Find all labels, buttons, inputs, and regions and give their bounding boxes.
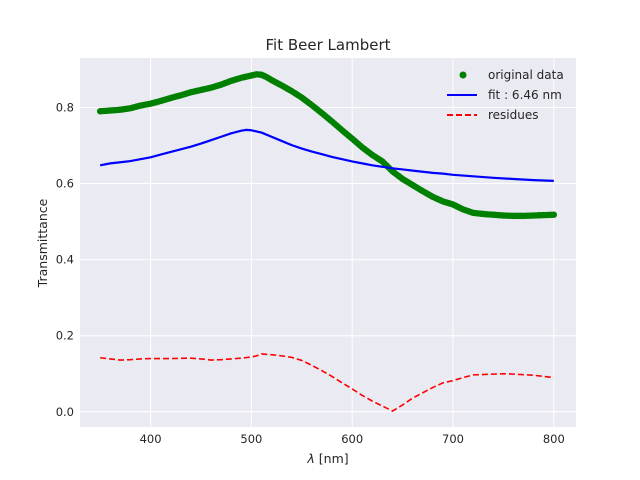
series-layer	[96, 71, 558, 412]
grid-lines	[80, 58, 576, 427]
x-tick-label: 700	[442, 432, 464, 446]
legend-label-fit: fit : 6.46 nm	[488, 88, 562, 102]
x-tick-label: 400	[140, 432, 162, 446]
x-tick-label: 600	[341, 432, 363, 446]
x-axis-symbol: λ	[306, 451, 314, 466]
legend-label-residues: residues	[488, 108, 539, 122]
y-tick-label: 0.8	[56, 100, 74, 114]
legend-marker-original-data	[459, 71, 467, 79]
series-line-fit-6-46-nm	[99, 128, 554, 182]
y-tick-label: 0.4	[56, 253, 74, 267]
x-axis-title: λ [nm]	[306, 451, 348, 466]
x-tick-label: 500	[240, 432, 262, 446]
legend-label-original-data: original data	[488, 68, 564, 82]
y-axis-title: Transmittance	[35, 198, 50, 288]
y-tick-label: 0.6	[56, 177, 74, 191]
data-point-original-data	[550, 211, 558, 218]
y-tick-label: 0.2	[56, 329, 74, 343]
x-tick-label: 800	[543, 432, 565, 446]
x-axis-unit: [nm]	[319, 451, 349, 466]
legend: original data fit : 6.46 nm residues	[447, 68, 564, 122]
tick-labels: 400 500 600 700 800 0.0 0.2 0.4 0.6 0.8	[56, 100, 565, 446]
y-tick-label: 0.0	[56, 405, 74, 419]
series-line-residues	[100, 353, 554, 412]
chart-title: Fit Beer Lambert	[266, 36, 391, 54]
